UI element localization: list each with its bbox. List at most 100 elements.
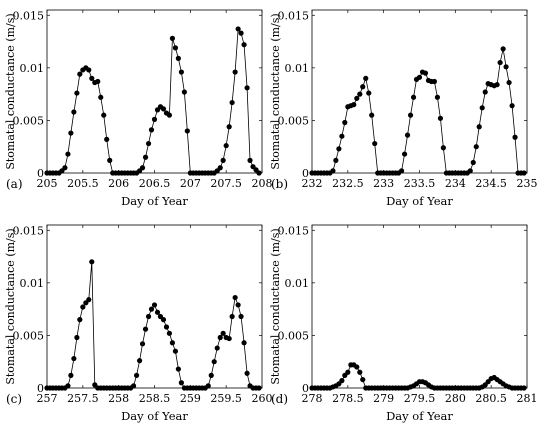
data-point — [214, 345, 220, 351]
y-tick-label: 0 — [302, 382, 309, 395]
data-point — [184, 128, 190, 134]
data-point — [74, 334, 80, 341]
y-axis-label: Stomatal conductance (m/s) — [269, 13, 282, 169]
data-point — [244, 85, 250, 91]
data-point — [470, 159, 476, 166]
data-point — [357, 91, 363, 97]
data-point — [68, 372, 74, 378]
data-point — [354, 364, 360, 370]
y-tick-label: 0.015 — [13, 224, 45, 237]
plot-frame — [311, 9, 528, 174]
data-point — [506, 79, 512, 86]
data-point — [107, 157, 113, 163]
data-point — [509, 103, 515, 109]
x-tick-label: 232 — [302, 177, 323, 190]
y-axis-label: Stomatal conductance (m/s) — [4, 228, 17, 384]
data-point — [330, 168, 336, 174]
data-point — [360, 84, 366, 90]
data-point — [65, 151, 71, 157]
data-point — [208, 372, 214, 378]
data-point — [166, 330, 173, 336]
data-point — [89, 259, 95, 265]
y-axis-label: Stomatal conductance (m/s) — [4, 13, 17, 169]
x-axis-label: Day of Year — [121, 194, 188, 208]
x-tick-label: 279 — [373, 392, 394, 405]
y-tick-label: 0.01 — [20, 62, 45, 75]
y-tick-label: 0.005 — [13, 114, 45, 127]
y-tick-label: 0.01 — [285, 62, 310, 75]
data-point — [333, 157, 339, 163]
data-point — [163, 324, 170, 330]
data-point — [95, 78, 101, 85]
data-point — [71, 355, 77, 362]
data-point — [521, 170, 527, 176]
data-point — [86, 67, 92, 73]
data-point — [256, 170, 262, 176]
data-point — [497, 59, 503, 66]
x-tick-label: 206.5 — [139, 177, 171, 190]
data-point — [151, 116, 158, 122]
data-point — [169, 35, 176, 41]
data-point — [241, 42, 247, 48]
data-point — [336, 146, 342, 152]
data-point — [226, 335, 232, 342]
y-tick-label: 0.01 — [20, 277, 45, 290]
data-point — [104, 136, 110, 142]
data-point — [181, 89, 187, 95]
data-point — [241, 340, 247, 346]
x-tick-label: 207 — [180, 177, 201, 190]
x-tick-label: 259.5 — [210, 392, 242, 405]
x-tick-label: 206 — [108, 177, 129, 190]
data-point — [512, 134, 518, 140]
data-point — [369, 112, 375, 118]
y-tick-label: 0 — [302, 167, 309, 180]
data-point — [244, 370, 250, 376]
data-point — [366, 90, 372, 96]
data-point — [431, 78, 438, 85]
x-tick-label: 207.5 — [210, 177, 242, 190]
data-point — [220, 157, 226, 163]
x-tick-label: 205.5 — [67, 177, 99, 190]
y-axis-label: Stomatal conductance (m/s) — [269, 228, 282, 384]
data-point — [89, 75, 95, 81]
x-tick-label: 279.5 — [404, 392, 436, 405]
data-point — [205, 383, 211, 389]
data-point — [410, 94, 417, 100]
data-point — [256, 385, 262, 391]
data-point — [339, 378, 345, 384]
data-point — [494, 82, 500, 88]
data-point — [437, 115, 444, 121]
data-point — [238, 30, 244, 36]
data-point — [223, 143, 229, 149]
data-point — [401, 151, 408, 157]
data-point — [360, 376, 366, 383]
panel-label: (a) — [6, 177, 23, 191]
data-point — [235, 26, 241, 32]
panel-label: (c) — [6, 392, 22, 406]
data-point — [151, 302, 158, 308]
data-point — [351, 102, 357, 108]
data-point — [145, 140, 152, 147]
series-line — [312, 48, 524, 174]
data-point — [68, 130, 74, 136]
data-point — [145, 313, 152, 320]
data-point — [467, 168, 473, 174]
data-point — [407, 112, 414, 118]
x-tick-label: 205 — [37, 177, 58, 190]
x-tick-label: 234.5 — [475, 177, 507, 190]
x-tick-label: 258 — [108, 392, 129, 405]
data-point — [521, 385, 527, 391]
data-point — [398, 168, 405, 174]
data-point — [229, 313, 235, 320]
y-tick-label: 0 — [37, 167, 44, 180]
data-point — [65, 383, 71, 389]
data-point — [77, 71, 83, 77]
x-tick-label: 257 — [37, 392, 58, 405]
x-tick-label: 208 — [252, 177, 273, 190]
data-point — [169, 340, 176, 346]
data-point — [357, 369, 363, 375]
data-point — [172, 348, 179, 354]
data-point — [160, 106, 167, 112]
data-point — [130, 383, 137, 389]
data-point — [226, 124, 232, 130]
